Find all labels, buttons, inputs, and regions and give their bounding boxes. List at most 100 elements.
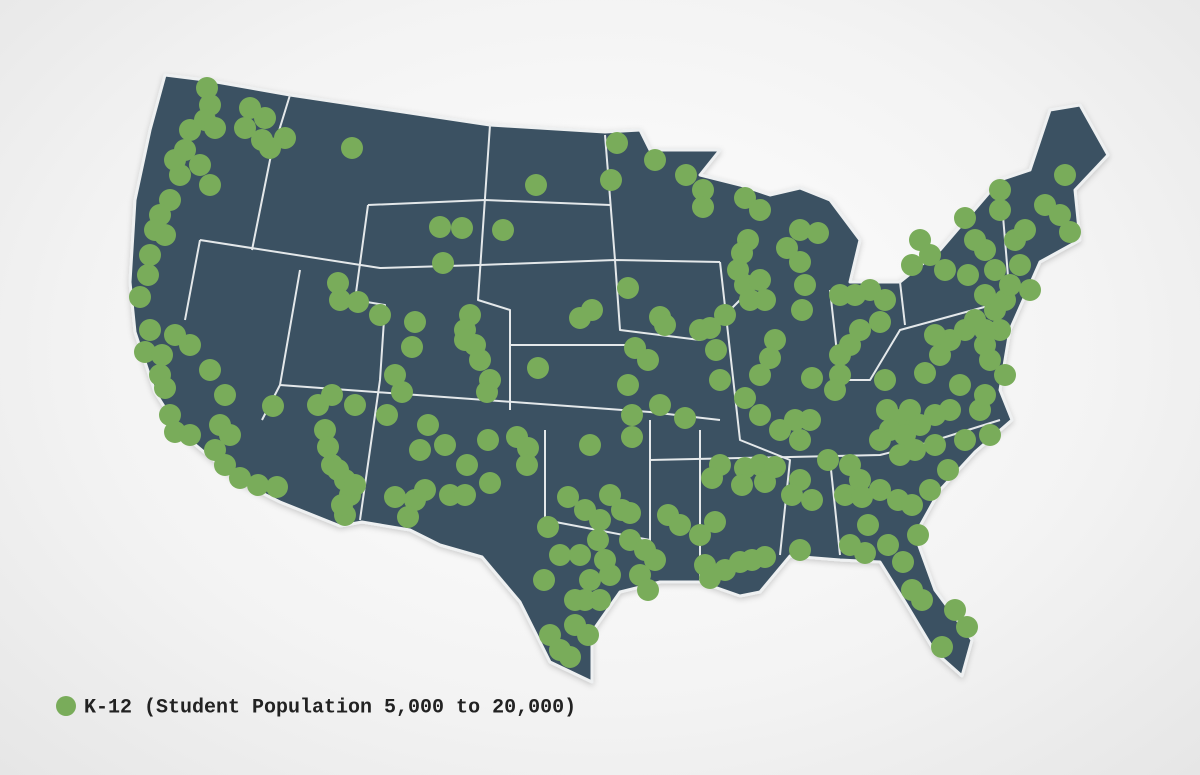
school-marker: [417, 414, 439, 436]
school-marker: [914, 362, 936, 384]
school-marker: [599, 564, 621, 586]
school-marker: [701, 467, 723, 489]
school-marker: [934, 259, 956, 281]
school-marker: [621, 404, 643, 426]
school-marker: [527, 357, 549, 379]
school-marker: [714, 304, 736, 326]
school-marker: [384, 486, 406, 508]
school-marker: [849, 319, 871, 341]
school-marker: [259, 137, 281, 159]
school-marker: [974, 319, 996, 341]
school-marker: [974, 284, 996, 306]
school-marker: [644, 149, 666, 171]
school-marker: [957, 264, 979, 286]
school-marker: [537, 516, 559, 538]
school-marker: [764, 329, 786, 351]
school-marker: [409, 439, 431, 461]
school-marker: [954, 207, 976, 229]
school-marker: [384, 364, 406, 386]
school-marker: [644, 549, 666, 571]
school-marker: [799, 409, 821, 431]
school-marker: [434, 434, 456, 456]
school-marker: [869, 429, 891, 451]
school-marker: [794, 274, 816, 296]
school-marker: [789, 539, 811, 561]
school-marker: [754, 471, 776, 493]
school-marker: [549, 544, 571, 566]
school-marker: [234, 117, 256, 139]
school-marker: [369, 304, 391, 326]
school-marker: [892, 551, 914, 573]
school-marker: [525, 174, 547, 196]
school-marker: [954, 429, 976, 451]
school-marker: [834, 484, 856, 506]
school-marker: [579, 569, 601, 591]
school-marker: [229, 467, 251, 489]
school-marker: [877, 534, 899, 556]
school-marker: [1059, 221, 1081, 243]
school-marker: [674, 407, 696, 429]
school-marker: [919, 244, 941, 266]
school-marker: [154, 224, 176, 246]
school-marker: [262, 395, 284, 417]
school-marker: [689, 319, 711, 341]
school-marker: [492, 219, 514, 241]
school-marker: [689, 524, 711, 546]
school-marker: [851, 486, 873, 508]
school-marker: [169, 164, 191, 186]
school-marker: [266, 476, 288, 498]
school-marker: [199, 174, 221, 196]
school-marker: [321, 384, 343, 406]
school-marker: [869, 479, 891, 501]
school-marker: [533, 569, 555, 591]
school-marker: [857, 514, 879, 536]
school-markers: [129, 77, 1081, 668]
school-marker: [704, 511, 726, 533]
school-marker: [247, 474, 269, 496]
school-marker: [956, 616, 978, 638]
school-marker: [944, 599, 966, 621]
school-marker: [901, 254, 923, 276]
school-marker: [397, 506, 419, 528]
school-marker: [994, 364, 1016, 386]
school-marker: [791, 299, 813, 321]
school-marker: [776, 237, 798, 259]
school-marker: [749, 364, 771, 386]
school-marker: [317, 436, 339, 458]
school-marker: [974, 384, 996, 406]
school-marker: [734, 187, 756, 209]
school-marker: [999, 274, 1021, 296]
school-marker: [189, 154, 211, 176]
school-marker: [984, 259, 1006, 281]
school-marker: [331, 494, 353, 516]
school-marker: [1014, 219, 1036, 241]
school-marker: [139, 319, 161, 341]
school-marker: [129, 286, 151, 308]
school-marker: [801, 367, 823, 389]
school-marker: [1049, 204, 1071, 226]
school-marker: [874, 369, 896, 391]
school-marker: [196, 77, 218, 99]
school-marker: [801, 489, 823, 511]
school-marker: [599, 484, 621, 506]
school-marker: [454, 329, 476, 351]
school-marker: [692, 196, 714, 218]
school-marker: [429, 216, 451, 238]
school-marker: [741, 549, 763, 571]
school-marker: [327, 459, 349, 481]
school-marker: [589, 589, 611, 611]
school-marker: [617, 374, 639, 396]
school-marker: [456, 454, 478, 476]
school-marker: [137, 264, 159, 286]
school-marker: [391, 381, 413, 403]
school-marker: [204, 117, 226, 139]
school-marker: [557, 486, 579, 508]
school-marker: [692, 179, 714, 201]
legend-marker: [56, 696, 76, 716]
school-marker: [401, 336, 423, 358]
school-marker: [854, 542, 876, 564]
school-marker: [619, 502, 641, 524]
school-marker: [749, 199, 771, 221]
school-marker: [517, 437, 539, 459]
